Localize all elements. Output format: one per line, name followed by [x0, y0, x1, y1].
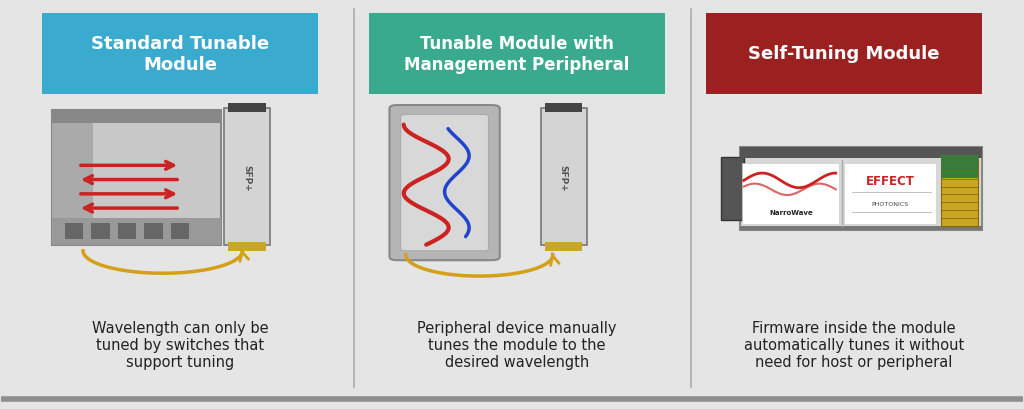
Text: Peripheral device manually
tunes the module to the
desired wavelength: Peripheral device manually tunes the mod…	[418, 320, 616, 369]
FancyBboxPatch shape	[706, 13, 982, 95]
FancyBboxPatch shape	[52, 123, 93, 245]
Text: EFFECT: EFFECT	[865, 175, 914, 187]
FancyBboxPatch shape	[545, 242, 583, 251]
FancyBboxPatch shape	[941, 159, 978, 226]
FancyBboxPatch shape	[844, 164, 936, 225]
FancyBboxPatch shape	[65, 224, 83, 239]
FancyBboxPatch shape	[721, 158, 743, 221]
Text: SFP+: SFP+	[558, 165, 567, 191]
FancyBboxPatch shape	[739, 148, 982, 231]
FancyBboxPatch shape	[42, 13, 318, 95]
FancyBboxPatch shape	[52, 111, 221, 245]
FancyBboxPatch shape	[400, 115, 488, 251]
Text: PHOTONICS: PHOTONICS	[871, 202, 908, 207]
FancyBboxPatch shape	[545, 104, 583, 113]
FancyBboxPatch shape	[171, 224, 189, 239]
Text: Tunable Module with
Management Peripheral: Tunable Module with Management Periphera…	[404, 35, 630, 74]
FancyBboxPatch shape	[118, 224, 136, 239]
Text: Firmware inside the module
automatically tunes it without
need for host or perip: Firmware inside the module automatically…	[744, 320, 965, 369]
Text: Wavelength can only be
tuned by switches that
support tuning: Wavelength can only be tuned by switches…	[92, 320, 268, 369]
FancyBboxPatch shape	[144, 224, 163, 239]
FancyBboxPatch shape	[739, 148, 982, 159]
FancyBboxPatch shape	[941, 156, 978, 178]
FancyBboxPatch shape	[739, 226, 982, 231]
Text: SFP+: SFP+	[242, 165, 251, 191]
FancyBboxPatch shape	[91, 224, 110, 239]
FancyBboxPatch shape	[389, 106, 500, 261]
FancyBboxPatch shape	[369, 13, 666, 95]
FancyBboxPatch shape	[541, 109, 587, 245]
FancyBboxPatch shape	[741, 164, 839, 225]
FancyBboxPatch shape	[52, 111, 221, 123]
FancyBboxPatch shape	[52, 219, 221, 245]
FancyBboxPatch shape	[228, 104, 266, 113]
Text: Standard Tunable
Module: Standard Tunable Module	[91, 35, 269, 74]
FancyBboxPatch shape	[228, 242, 266, 251]
Text: Self-Tuning Module: Self-Tuning Module	[749, 45, 940, 63]
Text: NarroWave: NarroWave	[769, 209, 813, 216]
FancyBboxPatch shape	[224, 109, 270, 245]
